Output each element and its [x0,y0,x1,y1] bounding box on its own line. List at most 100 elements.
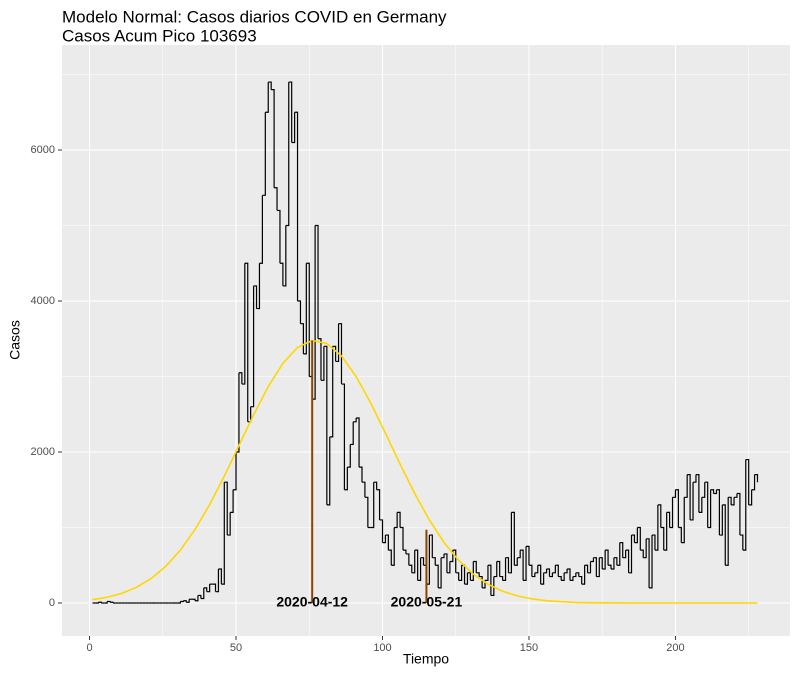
step-segment [634,527,638,544]
step-segment [654,504,659,551]
step-segment [98,601,102,604]
step-segment [238,372,243,385]
step-segment [590,557,595,563]
step-segment [376,489,381,520]
step-segment [485,565,489,581]
step-segment [684,474,688,498]
step-segment [107,600,111,603]
step-segment [268,81,272,90]
step-segment [306,262,310,377]
step-segment [458,565,463,581]
step-segment [517,550,521,559]
step-segment [441,553,445,559]
step-segment [523,546,527,581]
step-segment [379,519,384,543]
step-segment [195,595,199,602]
step-segment [742,459,747,551]
step-segment [318,338,322,381]
step-segment [572,572,577,578]
step-segment [602,550,606,570]
step-segment [320,346,325,381]
step-segment [725,497,729,566]
step-segment [382,535,387,544]
step-segment [511,511,515,566]
step-segment [250,285,255,408]
step-segment [701,482,706,498]
step-segment [722,504,726,566]
step-segment [279,262,284,286]
step-segment [628,535,633,574]
step-segment [262,112,266,196]
step-segment [104,601,108,604]
step-segment [666,511,671,528]
step-segment [479,575,483,588]
step-segment [569,576,574,581]
step-segment [364,496,369,528]
step-segment [739,534,744,551]
x-tick-label: 200 [666,642,684,654]
step-segment [564,569,568,574]
step-segment [745,458,750,505]
step-segment [581,565,586,585]
step-segment [531,572,536,578]
step-segment [575,572,580,577]
step-segment [473,560,477,573]
step-segment [514,557,518,566]
step-segment [356,417,360,468]
step-segment [464,572,469,585]
step-segment [561,572,565,581]
step-segment [731,497,735,506]
step-segment [438,557,442,589]
step-segment [183,600,187,603]
step-segment [288,81,293,143]
step-segment [338,323,343,385]
step-segment [274,187,278,211]
x-tick-label: 0 [86,642,92,654]
step-segment [241,263,246,385]
step-segment [341,383,346,490]
step-segment [294,111,299,302]
step-segment [253,285,258,309]
step-segment [693,474,697,483]
step-segment [394,512,398,529]
x-tick-label: 50 [230,642,242,654]
y-tick-label: 0 [49,597,55,609]
step-segment [303,263,307,355]
step-segment [681,497,685,544]
step-segment [332,345,337,362]
step-segment [282,225,287,287]
step-segment [391,527,395,566]
step-segment [323,345,328,505]
step-segment [608,564,612,570]
step-segment [411,550,416,574]
step-segment [710,489,715,494]
step-segment [400,526,404,551]
step-segment [605,549,609,566]
step-segment [344,467,348,491]
step-segment [663,512,668,551]
step-segment [291,112,296,144]
step-segment [455,572,460,581]
step-segment [728,496,732,505]
step-segment [297,300,302,324]
step-segment [719,504,723,536]
step-segment [549,572,554,578]
step-segment [236,372,240,453]
step-segment [361,481,366,498]
step-segment [584,564,589,573]
step-segment [646,538,650,588]
step-segment [611,557,615,570]
step-segment [359,466,363,483]
step-segment [417,557,422,581]
step-segment [537,564,542,585]
step-segment [370,482,375,529]
step-segment [558,575,562,581]
step-segment [326,436,331,506]
step-segment [736,492,741,536]
step-segment [616,542,621,566]
step-segment [526,545,530,566]
step-segment [552,565,556,574]
step-segment [446,561,451,574]
step-segment [751,474,756,491]
step-segment [186,599,190,603]
